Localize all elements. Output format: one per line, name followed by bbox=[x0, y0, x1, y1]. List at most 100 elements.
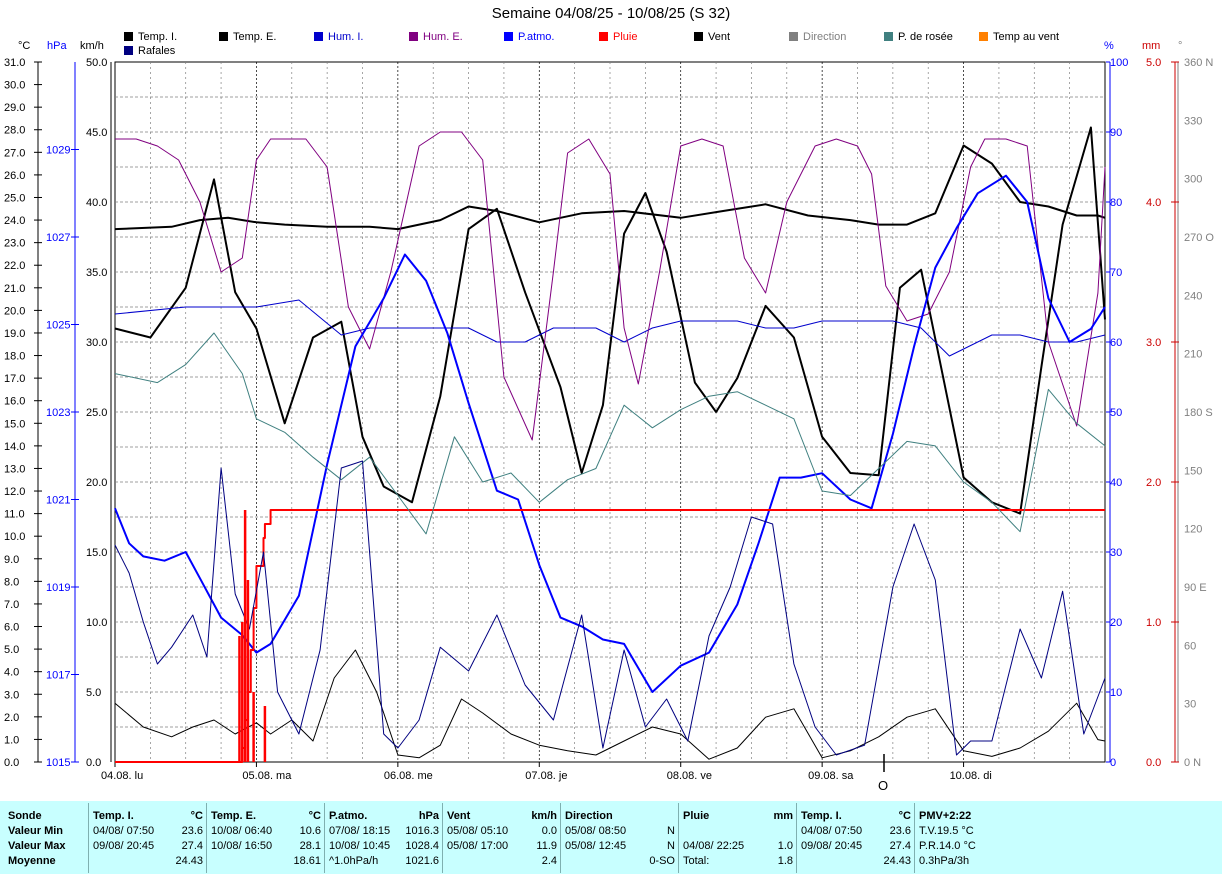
press-tick-label: 1019 bbox=[46, 582, 70, 594]
press-unit: hPa bbox=[47, 40, 67, 52]
footer-column-title: P.atmo. bbox=[329, 810, 368, 822]
footer-separator bbox=[88, 803, 89, 873]
dir-tick-label: 30 bbox=[1184, 699, 1196, 711]
temp-unit: °C bbox=[18, 40, 31, 52]
footer-cell-date: 05/08/ 05:10 bbox=[447, 825, 509, 837]
dir-tick-label: 0 N bbox=[1184, 757, 1201, 769]
rain-tick-label: 5.0 bbox=[1146, 57, 1161, 69]
dir-tick-label: 60 bbox=[1184, 640, 1196, 652]
hum-tick-label: 70 bbox=[1110, 267, 1122, 279]
footer-column-unit: hPa bbox=[418, 810, 439, 822]
temp-tick-label: 25.0 bbox=[4, 192, 25, 204]
legend-label: Hum. I. bbox=[328, 31, 364, 43]
x-tick-label: 10.08. di bbox=[950, 770, 992, 782]
rain-unit: mm bbox=[1142, 40, 1161, 52]
temp-tick-label: 0.0 bbox=[4, 757, 19, 769]
footer-column: Temp. I. °C 04/08/ 07:50 23.6 09/08/ 20:45 27… bbox=[801, 801, 911, 874]
dir-tick-label: 240 bbox=[1184, 290, 1202, 302]
footer-cell-date: 05/08/ 17:00 bbox=[447, 840, 509, 852]
footer-cell-date: T.V.19.5 °C bbox=[919, 825, 974, 837]
temp-tick-label: 2.0 bbox=[4, 712, 19, 724]
footer-row-label: Valeur Min bbox=[8, 825, 64, 837]
temp-tick-label: 18.0 bbox=[4, 351, 25, 363]
x-tick-label: 06.08. me bbox=[384, 770, 433, 782]
legend-swatch bbox=[694, 32, 703, 41]
footer-cell-value: 28.1 bbox=[299, 840, 321, 852]
footer-separator bbox=[324, 803, 325, 873]
footer-label-column: Sonde Valeur Min Valeur Max Moyenne bbox=[8, 801, 88, 874]
dir-tick-label: 210 bbox=[1184, 349, 1202, 361]
series-p-de-ros-e bbox=[114, 332, 1106, 535]
legend-swatch bbox=[979, 32, 988, 41]
legend-label: P. de rosée bbox=[898, 31, 953, 43]
dir-tick-label: 90 E bbox=[1184, 582, 1207, 594]
footer-cell-value: 18.61 bbox=[293, 855, 321, 867]
rain-tick-label: 4.0 bbox=[1146, 197, 1161, 209]
temp-tick-label: 27.0 bbox=[4, 147, 25, 159]
chart-title: Semaine 04/08/25 - 10/08/25 (S 32) bbox=[491, 5, 731, 22]
footer-cell-value: 24.43 bbox=[883, 855, 911, 867]
dir-tick-label: 360 N bbox=[1184, 57, 1213, 69]
press-tick-label: 1015 bbox=[46, 757, 70, 769]
dir-tick-label: 180 S bbox=[1184, 407, 1213, 419]
temp-tick-label: 26.0 bbox=[4, 170, 25, 182]
footer-cell-date: 10/08/ 10:45 bbox=[329, 840, 391, 852]
x-tick-label: 05.08. ma bbox=[242, 770, 292, 782]
series-hum-i bbox=[114, 299, 1106, 357]
legend-item: Temp. I. bbox=[124, 31, 177, 43]
footer-cell-value: N bbox=[667, 825, 675, 837]
wind-tick-label: 45.0 bbox=[86, 127, 107, 139]
legend-swatch bbox=[314, 32, 323, 41]
footer-separator bbox=[796, 803, 797, 873]
legend-item: Vent bbox=[694, 31, 730, 43]
footer-cell-value: 0.0 bbox=[541, 825, 557, 837]
rain-tick-label: 3.0 bbox=[1146, 337, 1161, 349]
wind-tick-label: 25.0 bbox=[86, 407, 107, 419]
legend-item: Temp au vent bbox=[979, 31, 1059, 43]
legend-label: Rafales bbox=[138, 45, 176, 57]
footer-column: Direction 05/08/ 08:50 N 05/08/ 12:45 N 0-SO bbox=[565, 801, 675, 874]
legend-item: Temp. E. bbox=[219, 31, 276, 43]
footer-cell-date: 05/08/ 08:50 bbox=[565, 825, 627, 837]
temp-tick-label: 31.0 bbox=[4, 57, 25, 69]
temp-tick-label: 15.0 bbox=[4, 418, 25, 430]
dir-tick-label: 150 bbox=[1184, 465, 1202, 477]
legend-swatch bbox=[789, 32, 798, 41]
temp-tick-label: 14.0 bbox=[4, 441, 25, 453]
press-tick-label: 1021 bbox=[46, 495, 70, 507]
series-temp-e bbox=[114, 126, 1106, 515]
footer-cell-value: 23.6 bbox=[889, 825, 911, 837]
wind-tick-label: 35.0 bbox=[86, 267, 107, 279]
dir-tick-label: 270 O bbox=[1184, 232, 1214, 244]
footer-cell-date: 10/08/ 06:40 bbox=[211, 825, 273, 837]
press-tick-label: 1027 bbox=[46, 232, 70, 244]
footer-column: P.atmo. hPa 07/08/ 18:15 1016.3 10/08/ 10:45… bbox=[329, 801, 439, 874]
x-tick-label: 04.08. lu bbox=[101, 770, 143, 782]
temp-tick-label: 20.0 bbox=[4, 305, 25, 317]
footer-row-label: Sonde bbox=[8, 810, 42, 822]
footer-row-label: Moyenne bbox=[8, 855, 56, 867]
footer-cell-value: 2.4 bbox=[541, 855, 557, 867]
temp-tick-label: 11.0 bbox=[4, 509, 25, 521]
weather-chart: 0.0 1.0 2.0 3.0 4.0 5.0 6.0 7.0 8.0 9.0 10.0 11.0 12… bbox=[4, 57, 1214, 782]
footer-cell-value: 11.9 bbox=[536, 840, 557, 852]
temp-tick-label: 29.0 bbox=[4, 102, 25, 114]
footer-cell-date: 04/08/ 07:50 bbox=[801, 825, 863, 837]
series-p-atmo bbox=[114, 174, 1106, 693]
legend-item: P.atmo. bbox=[504, 31, 555, 43]
footer-cell-value: 1.8 bbox=[777, 855, 793, 867]
footer-cell-value: 27.4 bbox=[889, 840, 911, 852]
wind-tick-label: 20.0 bbox=[86, 477, 107, 489]
legend-label: P.atmo. bbox=[518, 31, 555, 43]
temp-tick-label: 30.0 bbox=[4, 80, 25, 92]
temp-tick-label: 5.0 bbox=[4, 644, 19, 656]
footer-cell-value: 24.43 bbox=[175, 855, 203, 867]
wind-tick-label: 40.0 bbox=[86, 197, 107, 209]
footer-cell-date: Total: bbox=[683, 855, 710, 867]
footer-cell-date: 10/08/ 16:50 bbox=[211, 840, 273, 852]
hum-tick-label: 50 bbox=[1110, 407, 1122, 419]
wind-tick-label: 15.0 bbox=[86, 547, 107, 559]
footer-column-unit: mm bbox=[773, 810, 793, 822]
wind-tick-label: 10.0 bbox=[86, 617, 107, 629]
wind-tick-label: 0.0 bbox=[86, 757, 101, 769]
